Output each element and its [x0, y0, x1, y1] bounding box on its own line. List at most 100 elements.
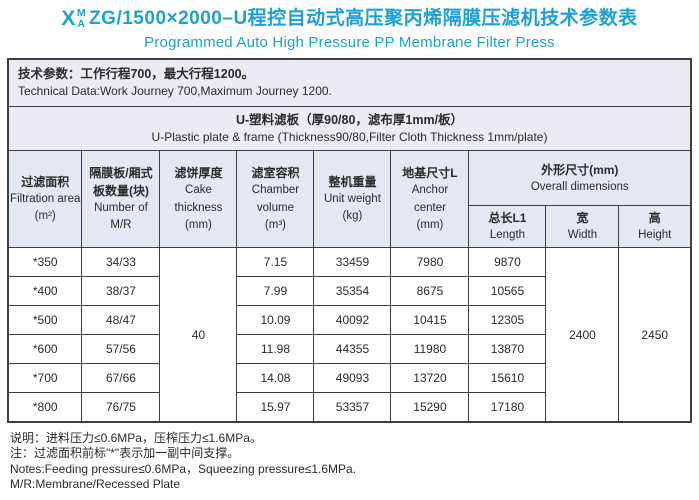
table-row: *400 38/37 7.99 35354 8675 10565 [7, 276, 691, 307]
cell-anchor-center: 7980 [390, 247, 470, 278]
model-superscript: M [76, 7, 87, 20]
header-anchor-center-cn: 地基尺寸L [402, 166, 458, 181]
cell-plate-count: 34/33 [81, 247, 161, 278]
header-height-cn: 高 [648, 211, 661, 226]
spec-table: 技术参数：工作行程700，最大行程1200。 Technical Data:Wo… [6, 58, 693, 423]
cell-filtration-area: *350 [7, 247, 83, 278]
cell-unit-weight: 40092 [313, 305, 392, 336]
tech-params-en: Technical Data:Work Journey 700,Maximum … [17, 84, 332, 99]
model-letter: X [61, 7, 76, 30]
cell-plate-count: 76/75 [81, 392, 161, 423]
header-cake-thickness-cn: 滤饼厚度 [174, 166, 223, 181]
cell-width-merged: 2400 [545, 247, 620, 423]
header-length: 总长L1 Length [468, 205, 547, 249]
cell-chamber-volume: 7.15 [236, 247, 315, 278]
header-chamber-volume-en: Chamber volume (m³) [251, 184, 300, 231]
header-plate-count-cn: 隔膜板/厢式 板数量(块) [89, 166, 153, 199]
cell-filtration-area: *600 [7, 334, 83, 365]
cell-filtration-area: *400 [7, 276, 83, 307]
header-overall-dimensions-en: Overall dimensions [530, 180, 629, 193]
cell-plate-count: 67/66 [81, 363, 161, 394]
header-chamber-volume: 滤室容积 Chamber volume (m³) [236, 150, 315, 249]
cell-unit-weight: 33459 [313, 247, 392, 278]
page-title: X M A ZG/1500×2000–U 程控自动式高压聚丙烯隔膜压滤机技术参数表 [0, 7, 699, 31]
header-height-en: Height [638, 229, 672, 242]
cell-unit-weight: 35354 [313, 276, 392, 307]
header-overall-dimensions-cn: 外形尺寸(mm) [541, 162, 619, 177]
cell-filtration-area: *700 [7, 363, 83, 394]
tech-params-row: 技术参数：工作行程700，最大行程1200。 Technical Data:Wo… [7, 58, 692, 107]
note-feeding-pressure-cn: 说明：进料压力≤0.6MPa，压榨压力≤1.6MPa。 [10, 430, 262, 445]
cell-anchor-center: 8675 [390, 276, 470, 307]
cell-length: 10565 [468, 276, 547, 307]
plate-type-en: U-Plastic plate & frame (Thickness90/80,… [151, 129, 548, 144]
cell-height-merged: 2450 [618, 247, 692, 423]
column-header-row: 过滤面积 Filtration area (m²) 隔膜板/厢式 板数量(块) … [7, 150, 692, 249]
footer-notes: 说明：进料压力≤0.6MPa，压榨压力≤1.6MPa。 注：过滤面积前标"*"表… [10, 431, 699, 492]
header-anchor-center: 地基尺寸L Anchor center (mm) [390, 150, 470, 249]
cell-filtration-area: *800 [7, 392, 83, 423]
cell-plate-count: 38/37 [81, 276, 161, 307]
table-row: *800 76/75 15.97 53357 15290 17180 [7, 392, 691, 423]
plate-type-cn: U-塑料滤板（厚90/80，滤布厚1mm/板） [235, 112, 464, 127]
cell-length: 13870 [468, 334, 547, 365]
header-cake-thickness: 滤饼厚度 Cake thickness (mm) [159, 150, 238, 249]
table-row: *350 34/33 40 7.15 33459 7980 9870 2400 … [7, 247, 692, 423]
cell-length: 15610 [468, 363, 547, 394]
header-filtration-area: 过滤面积 Filtration area (m²) [7, 150, 83, 249]
table-row: *700 67/66 14.08 49093 13720 15610 [7, 363, 691, 394]
header-unit-weight-cn: 整机重量 [328, 175, 377, 190]
header-width-cn: 宽 [576, 211, 589, 226]
cell-anchor-center: 13720 [390, 363, 470, 394]
note-mr-abbreviation: M/R:Membrane/Recessed Plate [10, 477, 181, 491]
header-height: 高 Height [618, 205, 692, 249]
cell-chamber-volume: 7.99 [236, 276, 315, 307]
header-anchor-center-en: Anchor center (mm) [411, 184, 449, 231]
page-title-cn: 程控自动式高压聚丙烯隔膜压滤机技术参数表 [247, 8, 638, 30]
plate-type-row: U-塑料滤板（厚90/80，滤布厚1mm/板） U-Plastic plate … [7, 105, 692, 152]
header-length-cn: 总长L1 [488, 211, 527, 226]
title-block: X M A ZG/1500×2000–U 程控自动式高压聚丙烯隔膜压滤机技术参数表 Pr… [0, 0, 699, 51]
header-filtration-area-cn: 过滤面积 [21, 175, 70, 190]
cell-chamber-volume: 14.08 [236, 363, 315, 394]
cell-length: 9870 [468, 247, 547, 278]
header-overall-dimensions: 外形尺寸(mm) Overall dimensions [468, 150, 692, 207]
cell-plate-count: 48/47 [81, 305, 161, 336]
plate-type-header: U-塑料滤板（厚90/80，滤布厚1mm/板） U-Plastic plate … [7, 105, 692, 152]
header-length-en: Length [489, 229, 526, 242]
note-feeding-pressure-en: Notes:Feeding pressure≤0.6MPa，Squeezing … [10, 461, 357, 476]
model-code: ZG/1500×2000–U [89, 8, 248, 30]
cell-filtration-area: *500 [7, 305, 83, 336]
cell-anchor-center: 15290 [390, 392, 470, 423]
model-subscript: A [77, 18, 86, 31]
cell-anchor-center: 10415 [390, 305, 470, 336]
header-plate-count-en: Number of M/R [94, 202, 148, 232]
cell-length: 12305 [468, 305, 547, 336]
cell-plate-count: 57/56 [81, 334, 161, 365]
column-subheader-row: 总长L1 Length 宽 Width 高 Height [8, 205, 692, 249]
cell-chamber-volume: 10.09 [236, 305, 315, 336]
cell-length: 17180 [468, 392, 547, 423]
cell-unit-weight: 49093 [313, 363, 392, 394]
cell-unit-weight: 53357 [313, 392, 392, 423]
header-width-en: Width [567, 229, 598, 242]
cell-chamber-volume: 15.97 [236, 392, 315, 423]
header-filtration-area-en: Filtration area (m²) [10, 193, 81, 223]
note-asterisk-cn: 注：过滤面积前标"*"表示加一副中间支撑。 [10, 446, 240, 461]
table-row: *600 57/56 11.98 44355 11980 13870 [7, 334, 691, 365]
header-unit-weight-en: Unit weight (kg) [324, 193, 381, 223]
header-chamber-volume-cn: 滤室容积 [251, 166, 300, 181]
header-width: 宽 Width [545, 205, 620, 249]
tech-params-box: 技术参数：工作行程700，最大行程1200。 Technical Data:Wo… [7, 58, 692, 107]
header-plate-count: 隔膜板/厢式 板数量(块) Number of M/R [81, 150, 161, 249]
cell-unit-weight: 44355 [313, 334, 392, 365]
cell-chamber-volume: 11.98 [236, 334, 315, 365]
tech-params-cn: 技术参数：工作行程700，最大行程1200。 [17, 67, 255, 82]
cell-anchor-center: 11980 [390, 334, 470, 365]
header-unit-weight: 整机重量 Unit weight (kg) [313, 150, 392, 249]
cell-cake-thickness-merged: 40 [159, 247, 238, 423]
page-subtitle: Programmed Auto High Pressure PP Membran… [144, 34, 555, 52]
table-row: *500 48/47 10.09 40092 10415 12305 [7, 305, 691, 336]
